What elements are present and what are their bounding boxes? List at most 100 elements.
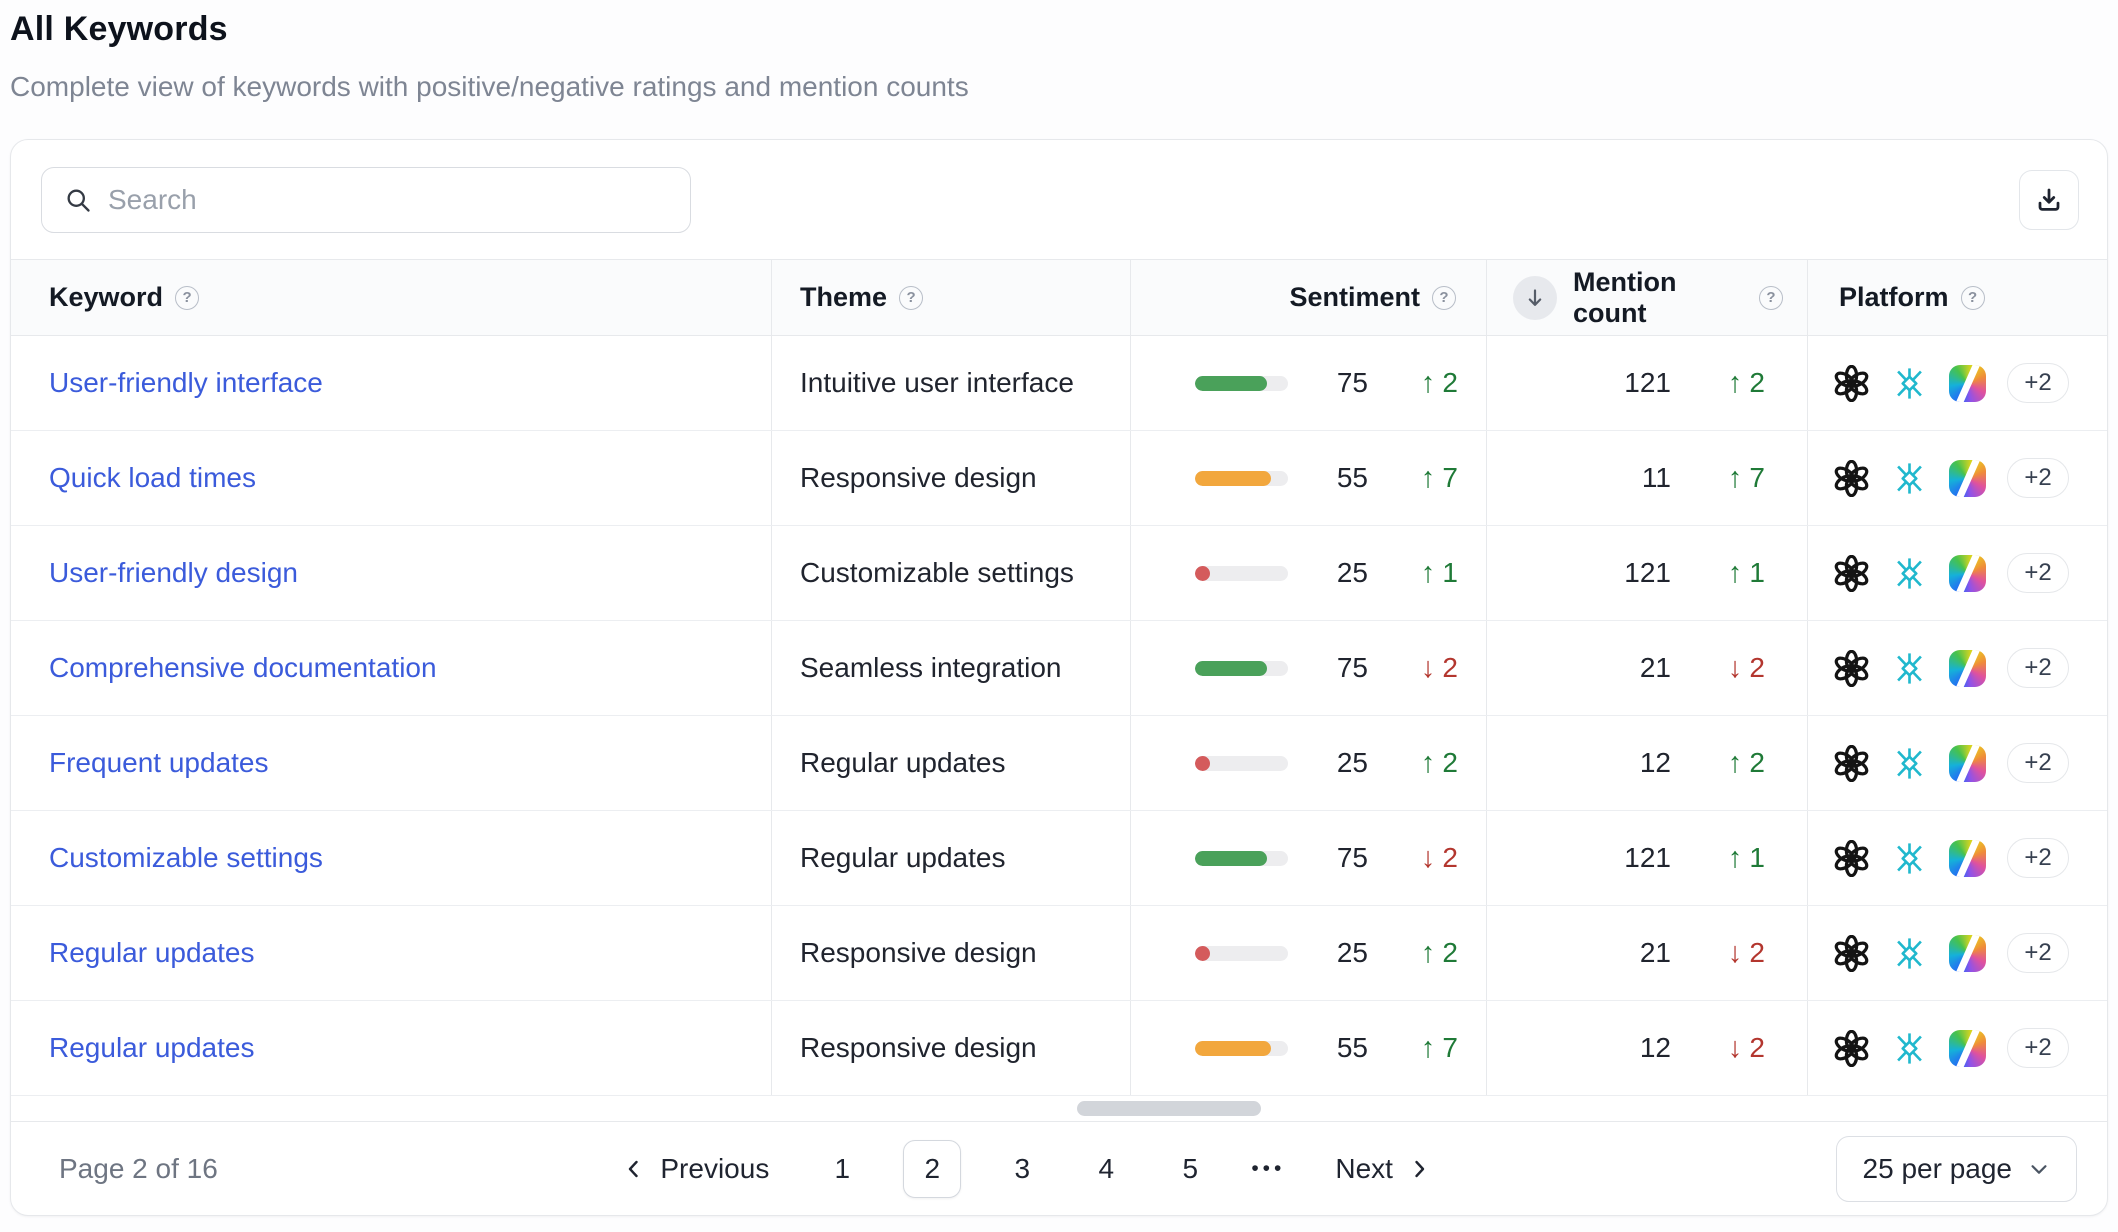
column-header-keyword[interactable]: Keyword ? xyxy=(11,260,771,335)
copilot-icon xyxy=(1949,555,1986,592)
mention-count-value: 12 xyxy=(1640,747,1671,779)
column-header-mention-count[interactable]: Mention count ? xyxy=(1486,260,1807,335)
more-platforms-badge[interactable]: +2 xyxy=(2007,648,2069,688)
chatgpt-icon xyxy=(1833,840,1870,877)
chatgpt-icon xyxy=(1833,365,1870,402)
sentiment-bar-fill xyxy=(1195,566,1210,581)
page-number-button[interactable]: 5 xyxy=(1167,1140,1213,1198)
sentiment-delta: ↑ 7 xyxy=(1388,462,1458,495)
more-platforms-badge[interactable]: +2 xyxy=(2007,363,2069,403)
table-row: Regular updates Responsive design 25 ↑ 2… xyxy=(11,906,2107,1001)
sentiment-bar xyxy=(1195,566,1288,581)
keyword-link[interactable]: User-friendly interface xyxy=(49,367,323,399)
keyword-link[interactable]: Quick load times xyxy=(49,462,256,494)
sentiment-bar-fill xyxy=(1195,756,1210,771)
theme-text: Seamless integration xyxy=(800,652,1061,684)
help-icon[interactable]: ? xyxy=(1961,286,1985,310)
mention-delta-arrow-icon: ↑ xyxy=(1728,557,1743,590)
sentiment-delta-arrow-icon: ↑ xyxy=(1421,367,1436,400)
mention-delta: ↓ 2 xyxy=(1687,937,1765,970)
copilot-icon xyxy=(1949,460,1986,497)
sort-desc-icon[interactable] xyxy=(1513,276,1557,320)
next-button[interactable]: Next xyxy=(1335,1153,1431,1185)
help-icon[interactable]: ? xyxy=(1432,286,1456,310)
perplexity-icon xyxy=(1891,840,1928,877)
sentiment-bar xyxy=(1195,851,1288,866)
column-label: Sentiment xyxy=(1289,282,1420,313)
column-label: Platform xyxy=(1839,282,1949,313)
sentiment-bar xyxy=(1195,661,1288,676)
more-platforms-badge[interactable]: +2 xyxy=(2007,743,2069,783)
sentiment-bar-fill xyxy=(1195,661,1267,676)
sentiment-value: 55 xyxy=(1312,462,1368,494)
column-label: Keyword xyxy=(49,282,163,313)
more-platforms-badge[interactable]: +2 xyxy=(2007,933,2069,973)
page-number-button[interactable]: 2 xyxy=(903,1140,961,1198)
more-platforms-badge[interactable]: +2 xyxy=(2007,838,2069,878)
previous-label: Previous xyxy=(660,1153,769,1185)
sentiment-value: 25 xyxy=(1312,747,1368,779)
sentiment-delta-value: 2 xyxy=(1442,842,1458,874)
chatgpt-icon xyxy=(1833,650,1870,687)
keyword-link[interactable]: Customizable settings xyxy=(49,842,323,874)
mention-delta: ↓ 2 xyxy=(1687,652,1765,685)
keyword-link[interactable]: Regular updates xyxy=(49,937,254,969)
page-number-button[interactable]: 3 xyxy=(999,1140,1045,1198)
perplexity-icon xyxy=(1891,1030,1928,1067)
page-status: Page 2 of 16 xyxy=(59,1153,218,1185)
more-platforms-badge[interactable]: +2 xyxy=(2007,458,2069,498)
page-size-select[interactable]: 25 per page xyxy=(1836,1136,2077,1202)
more-platforms-badge[interactable]: +2 xyxy=(2007,1028,2069,1068)
search-box[interactable] xyxy=(41,167,691,233)
scroll-strip xyxy=(11,1096,2107,1121)
search-input[interactable] xyxy=(108,184,668,216)
mention-count-cell: 11 ↑ 7 xyxy=(1486,431,1807,525)
perplexity-icon xyxy=(1891,365,1928,402)
sentiment-value: 75 xyxy=(1312,842,1368,874)
mention-count-value: 121 xyxy=(1624,367,1671,399)
column-label: Theme xyxy=(800,282,887,313)
keyword-link[interactable]: Comprehensive documentation xyxy=(49,652,437,684)
sentiment-bar xyxy=(1195,471,1288,486)
mention-count-value: 121 xyxy=(1624,557,1671,589)
sentiment-delta-value: 1 xyxy=(1442,557,1458,589)
page-number-button[interactable]: 1 xyxy=(819,1140,865,1198)
keyword-link[interactable]: User-friendly design xyxy=(49,557,298,589)
sentiment-delta-value: 2 xyxy=(1442,937,1458,969)
keyword-link[interactable]: Regular updates xyxy=(49,1032,254,1064)
sentiment-delta-arrow-icon: ↓ xyxy=(1421,842,1436,875)
column-header-sentiment[interactable]: Sentiment ? xyxy=(1130,260,1486,335)
previous-button[interactable]: Previous xyxy=(622,1153,769,1185)
table-row: User-friendly interface Intuitive user i… xyxy=(11,336,2107,431)
table-row: Regular updates Responsive design 55 ↑ 7… xyxy=(11,1001,2107,1096)
help-icon[interactable]: ? xyxy=(899,286,923,310)
platform-cell: +2 xyxy=(1807,1001,2107,1095)
help-icon[interactable]: ? xyxy=(175,286,199,310)
page-number-button[interactable]: 4 xyxy=(1083,1140,1129,1198)
column-header-theme[interactable]: Theme ? xyxy=(771,260,1130,335)
keyword-cell: User-friendly interface xyxy=(11,336,771,430)
pagination: Previous 12345 ••• Next xyxy=(218,1140,1836,1198)
sentiment-bar-fill xyxy=(1195,946,1210,961)
keyword-link[interactable]: Frequent updates xyxy=(49,747,269,779)
sentiment-cell: 75 ↓ 2 xyxy=(1130,621,1486,715)
sentiment-cell: 25 ↑ 2 xyxy=(1130,716,1486,810)
mention-delta-arrow-icon: ↑ xyxy=(1728,367,1743,400)
mention-delta: ↑ 2 xyxy=(1687,367,1765,400)
mention-delta-value: 7 xyxy=(1749,462,1765,494)
sentiment-bar xyxy=(1195,946,1288,961)
copilot-icon xyxy=(1949,1030,1986,1067)
column-header-platform[interactable]: Platform ? xyxy=(1807,260,2107,335)
more-platforms-badge[interactable]: +2 xyxy=(2007,553,2069,593)
sentiment-value: 75 xyxy=(1312,367,1368,399)
copilot-icon xyxy=(1949,935,1986,972)
horizontal-scrollbar[interactable] xyxy=(1077,1101,1261,1116)
sentiment-value: 25 xyxy=(1312,937,1368,969)
page-title: All Keywords xyxy=(10,10,969,49)
download-button[interactable] xyxy=(2019,170,2079,230)
theme-cell: Seamless integration xyxy=(771,621,1130,715)
help-icon[interactable]: ? xyxy=(1759,286,1783,310)
sentiment-delta: ↓ 2 xyxy=(1388,652,1458,685)
mention-delta-arrow-icon: ↑ xyxy=(1728,462,1743,495)
keywords-card: Keyword ? Theme ? Sentiment ? Mention co… xyxy=(10,139,2108,1216)
